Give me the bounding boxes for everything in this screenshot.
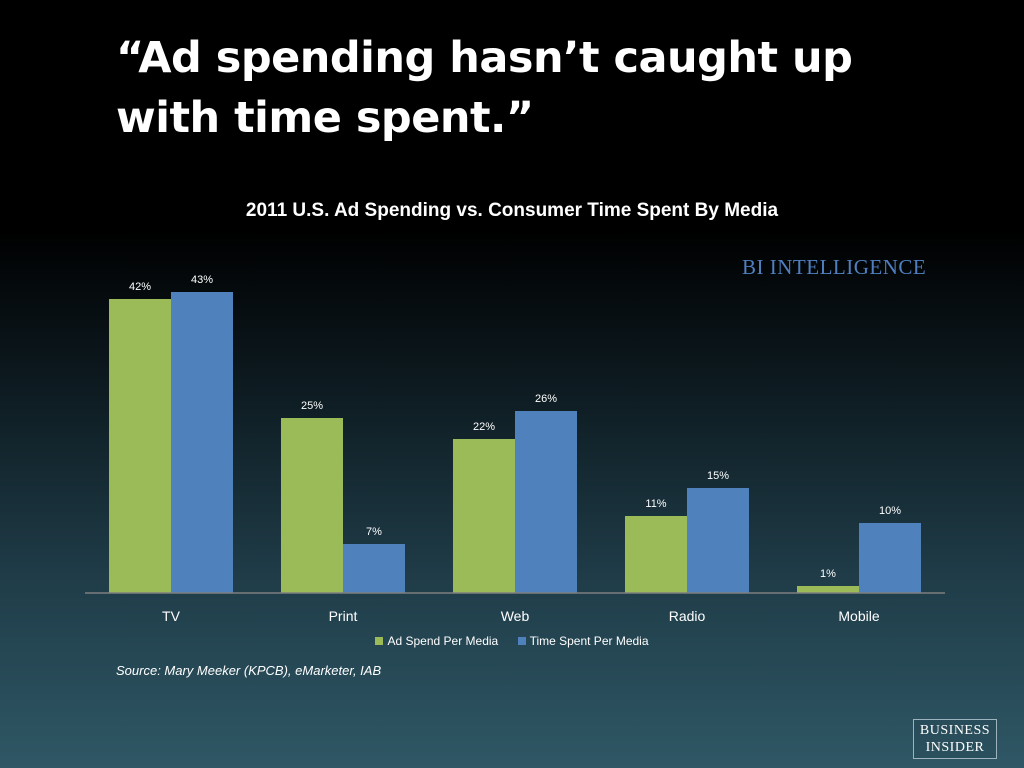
bar-time-spent-per-media-print [343, 544, 405, 593]
data-label-ad-spend-per-media-tv: 42% [129, 281, 151, 293]
source-note: Source: Mary Meeker (KPCB), eMarketer, I… [116, 663, 382, 678]
logo-line-1: BUSINESS [919, 723, 991, 738]
category-label-mobile: Mobile [838, 608, 879, 624]
legend-item-time-spent: Time Spent Per Media [517, 634, 649, 648]
data-label-time-spent-per-media-radio: 15% [707, 470, 729, 482]
bi-intelligence-logo: BI INTELLIGENCE [742, 255, 927, 279]
chart-legend: Ad Spend Per Media Time Spent Per Media [0, 634, 1024, 648]
data-label-ad-spend-per-media-radio: 11% [645, 498, 666, 510]
category-label-tv: TV [162, 608, 181, 624]
bar-ad-spend-per-media-mobile [797, 586, 859, 593]
legend-label-ad-spend: Ad Spend Per Media [387, 634, 499, 648]
bar-ad-spend-per-media-web [453, 439, 515, 593]
legend-item-ad-spend: Ad Spend Per Media [375, 634, 498, 648]
bar-time-spent-per-media-radio [687, 488, 749, 593]
chart-title: 2011 U.S. Ad Spending vs. Consumer Time … [245, 200, 779, 221]
data-label-ad-spend-per-media-mobile: 1% [820, 568, 836, 580]
legend-swatch-time-spent [517, 637, 526, 645]
category-label-radio: Radio [669, 608, 706, 624]
business-insider-logo: BUSINESS INSIDER [913, 719, 997, 759]
data-label-time-spent-per-media-mobile: 10% [879, 505, 901, 517]
data-label-ad-spend-per-media-print: 25% [301, 400, 323, 412]
legend-swatch-ad-spend [375, 637, 384, 645]
data-label-time-spent-per-media-print: 7% [366, 526, 382, 538]
bar-time-spent-per-media-mobile [859, 523, 921, 593]
bar-ad-spend-per-media-tv [109, 299, 171, 593]
bar-time-spent-per-media-tv [171, 292, 233, 593]
data-label-ad-spend-per-media-web: 22% [473, 421, 495, 433]
bar-ad-spend-per-media-radio [625, 516, 687, 593]
category-label-print: Print [329, 608, 358, 624]
logo-line-2: INSIDER [925, 740, 985, 755]
data-label-time-spent-per-media-tv: 43% [191, 274, 213, 286]
bar-time-spent-per-media-web [515, 411, 577, 593]
legend-label-time-spent: Time Spent Per Media [529, 634, 649, 648]
bar-ad-spend-per-media-print [281, 418, 343, 593]
category-label-web: Web [501, 608, 530, 624]
bar-chart: 42% 43% TV 25% 7% Print 22% 26% Web 11% 15% Radio 1%… [85, 274, 945, 624]
slide-headline: “Ad spending hasn’t caught up with time … [116, 33, 853, 143]
data-label-time-spent-per-media-web: 26% [535, 393, 557, 405]
